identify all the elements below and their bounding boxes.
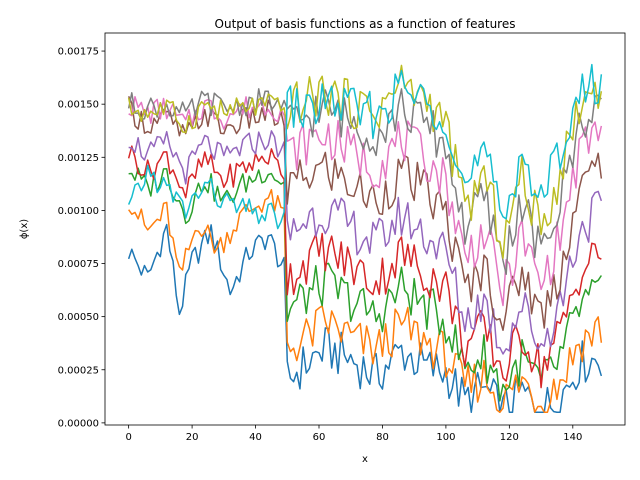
axes-layer [104,32,626,426]
series-line-10 [127,63,603,230]
series-line-2 [128,188,603,413]
y-tick-label: 0.00175 [58,47,99,58]
y-tick-label: 0.00125 [58,153,99,164]
x-tick-label: 40 [249,432,262,443]
x-axis-label: x [362,454,368,465]
plot-frame [104,32,626,426]
x-tick-label: 100 [436,432,455,443]
chart-title: Output of basis functions as a function … [215,17,516,31]
y-ticks: 0.00000 0.00025 0.00050 0.00075 0.00100 0.001… [58,47,105,429]
x-tick-label: 20 [186,432,199,443]
series-line-4 [127,145,602,389]
series-line-3 [128,167,602,402]
series-layer [127,63,603,413]
y-tick-label: 0.00075 [58,259,99,270]
x-tick-label: 0 [125,432,131,443]
x-ticks: 0 20 40 60 80 100 120 140 [125,425,582,443]
x-tick-label: 140 [563,432,582,443]
x-tick-label: 80 [376,432,389,443]
series-line-1 [127,223,603,413]
y-tick-label: 0.00050 [58,312,99,323]
x-tick-label: 60 [313,432,326,443]
y-tick-label: 0.00150 [58,100,99,111]
y-tick-label: 0.00000 [58,418,99,429]
series-line-6 [127,96,603,332]
y-tick-label: 0.00100 [58,206,99,217]
series-line-7 [128,95,603,307]
y-axis-label: ϕ(x) [19,219,30,239]
y-tick-label: 0.00025 [58,365,99,376]
series-line-8 [127,88,602,275]
series-line-9 [127,64,603,259]
series-line-5 [128,130,603,355]
x-tick-label: 120 [500,432,519,443]
